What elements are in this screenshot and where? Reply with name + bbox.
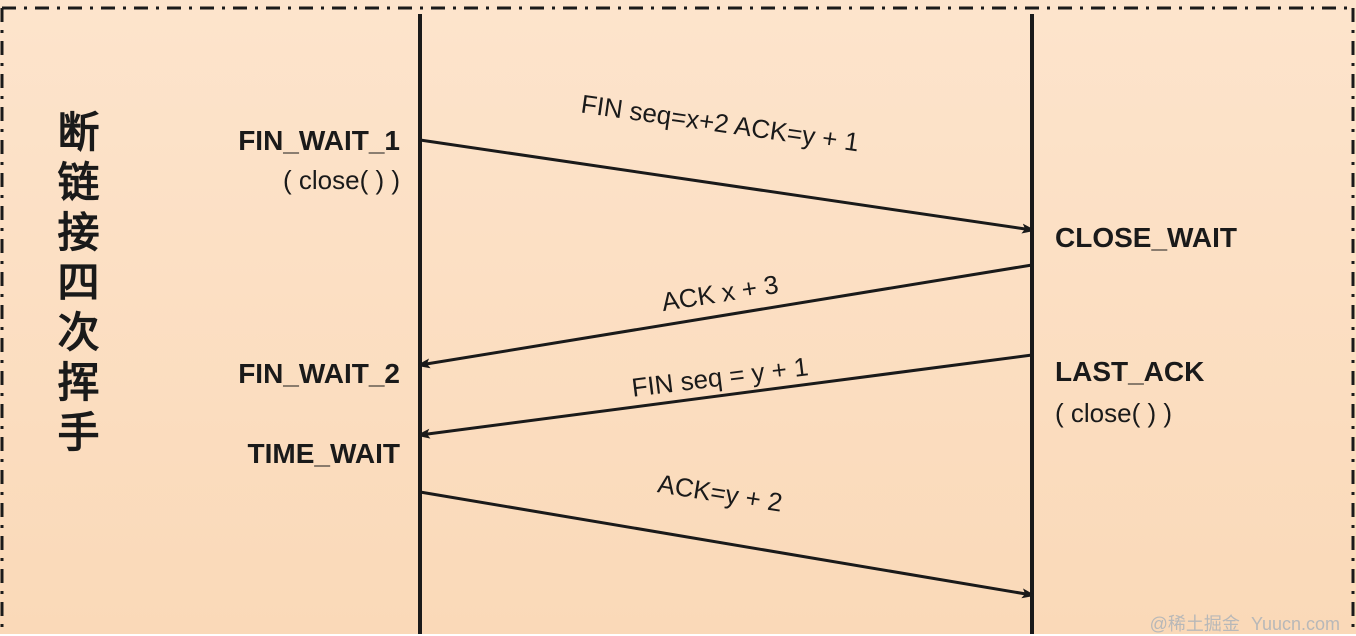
watermark-text-2: Yuucn.com [1251,614,1340,634]
state-label: FIN_WAIT_1 [238,125,400,157]
state-label: TIME_WAIT [248,438,400,470]
state-label: CLOSE_WAIT [1055,222,1237,254]
watermark-text-1: @稀土掘金 [1150,614,1240,634]
diagram-title-vertical: 断链接四次挥手 [45,110,106,460]
state-sublabel: ( close( ) ) [283,165,400,196]
state-sublabel: ( close( ) ) [1055,398,1172,429]
state-label: LAST_ACK [1055,356,1204,388]
state-label: FIN_WAIT_2 [238,358,400,390]
watermark: @稀土掘金 Yuucn.com [1150,610,1340,636]
diagram-background [0,0,1356,634]
